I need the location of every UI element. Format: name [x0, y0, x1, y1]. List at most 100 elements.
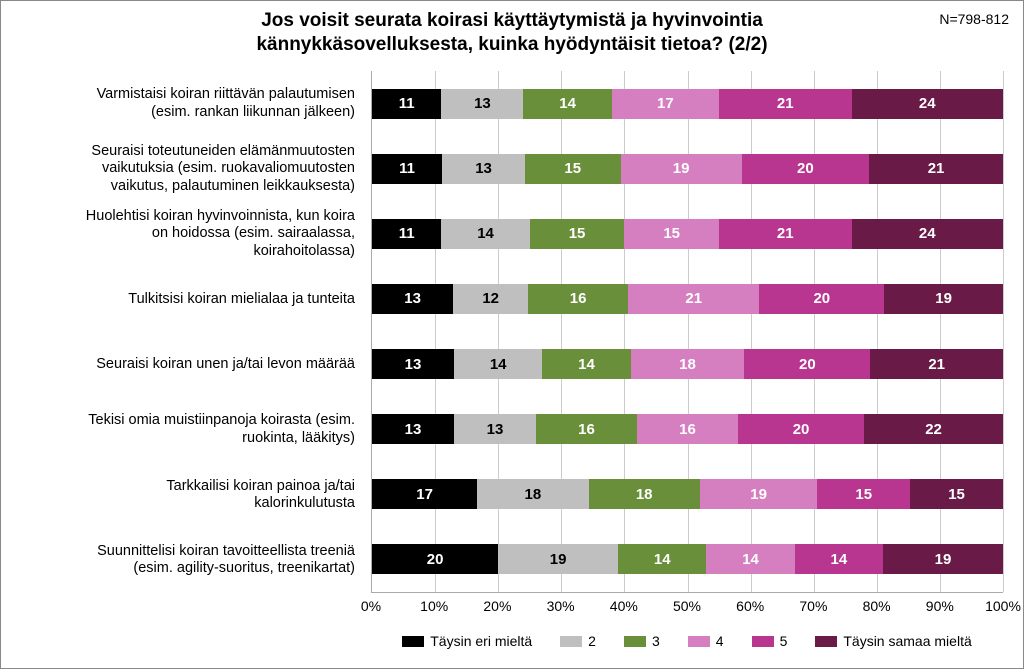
chart-container: Jos voisit seurata koirasi käyttäytymist… [0, 0, 1024, 669]
bar-segment: 16 [637, 414, 738, 444]
bar-segment: 13 [442, 154, 525, 184]
bar-segment: 14 [706, 544, 794, 574]
bar-segment: 19 [498, 544, 618, 574]
legend-item: 5 [752, 633, 788, 649]
bar-segment: 16 [536, 414, 637, 444]
legend-label: 2 [588, 633, 596, 649]
bar-segment: 11 [372, 89, 441, 119]
gridline [498, 71, 499, 592]
bar-segment: 14 [441, 219, 529, 249]
bar-segment: 13 [441, 89, 523, 119]
bar-segment: 22 [864, 414, 1003, 444]
legend-item: 4 [688, 633, 724, 649]
bar-segment: 15 [624, 219, 719, 249]
gridline [561, 71, 562, 592]
bar-segment: 19 [883, 544, 1003, 574]
bar-row: 131414182021 [372, 349, 1003, 379]
bar-segment: 11 [372, 219, 441, 249]
bar-segment: 14 [618, 544, 706, 574]
gridline [877, 71, 878, 592]
x-tick-label: 0% [361, 598, 381, 614]
legend-swatch [688, 636, 710, 647]
gridline [751, 71, 752, 592]
x-axis: 0%10%20%30%40%50%60%70%80%90%100% [371, 598, 1003, 618]
x-tick-label: 70% [799, 598, 827, 614]
bar-row: 131216212019 [372, 284, 1003, 314]
chart-title: Jos voisit seurata koirasi käyttäytymist… [1, 9, 1023, 57]
legend-swatch [402, 636, 424, 647]
legend-swatch [815, 636, 837, 647]
legend-label: Täysin eri mieltä [430, 633, 532, 649]
legend-swatch [752, 636, 774, 647]
bar-segment: 16 [528, 284, 628, 314]
bar-segment: 15 [525, 154, 621, 184]
bar-row: 111315192021 [372, 154, 1003, 184]
title-area: Jos voisit seurata koirasi käyttäytymist… [1, 9, 1023, 57]
legend-swatch [624, 636, 646, 647]
bar-segment: 19 [884, 284, 1003, 314]
legend-label: 3 [652, 633, 660, 649]
bar-segment: 14 [542, 349, 630, 379]
legend: Täysin eri mieltä 2 3 4 5 Täysin samaa mieltä [371, 622, 1003, 660]
bar-segment: 20 [744, 349, 870, 379]
x-tick-label: 60% [736, 598, 764, 614]
bar-segment: 18 [477, 479, 588, 509]
gridline [814, 71, 815, 592]
y-axis-label: Huolehtisi koiran hyvinvoinnista, kun ko… [1, 219, 363, 249]
bar-segment: 17 [372, 479, 477, 509]
legend-item: 2 [560, 633, 596, 649]
y-axis-label: Seuraisi toteutuneiden elämänmuutostenva… [1, 154, 363, 184]
bar-row: 201914141419 [372, 544, 1003, 574]
bar-segment: 21 [869, 154, 1003, 184]
bar-segment: 24 [852, 219, 1003, 249]
bar-segment: 13 [454, 414, 536, 444]
bar-segment: 19 [621, 154, 742, 184]
n-label: N=798-812 [939, 11, 1009, 27]
title-line-1: Jos voisit seurata koirasi käyttäytymist… [261, 10, 763, 31]
y-axis-labels: Varmistaisi koiran riittävän palautumise… [1, 71, 363, 593]
bar-row: 111314172124 [372, 89, 1003, 119]
bar-segment: 15 [817, 479, 910, 509]
x-tick-label: 50% [673, 598, 701, 614]
legend-swatch [560, 636, 582, 647]
bar-segment: 21 [870, 349, 1003, 379]
bar-segment: 19 [700, 479, 818, 509]
bar-segment: 21 [719, 219, 852, 249]
legend-label: 4 [716, 633, 724, 649]
y-axis-label: Varmistaisi koiran riittävän palautumise… [1, 89, 363, 119]
gridline [688, 71, 689, 592]
gridline [1003, 71, 1004, 592]
bar-segment: 14 [795, 544, 883, 574]
legend-label: Täysin samaa mieltä [843, 633, 971, 649]
bar-segment: 15 [530, 219, 625, 249]
y-axis-label: Seuraisi koiran unen ja/tai levon määrää [1, 350, 363, 380]
bar-segment: 17 [612, 89, 719, 119]
y-axis-label: Tekisi omia muistiinpanoja koirasta (esi… [1, 415, 363, 445]
bar-segment: 21 [628, 284, 759, 314]
bar-row: 111415152124 [372, 219, 1003, 249]
x-tick-label: 40% [610, 598, 638, 614]
legend-label: 5 [780, 633, 788, 649]
bar-segment: 18 [589, 479, 700, 509]
legend-item: 3 [624, 633, 660, 649]
gridline [940, 71, 941, 592]
bar-segment: 11 [372, 154, 442, 184]
bar-segment: 18 [631, 349, 745, 379]
gridline [624, 71, 625, 592]
gridline [435, 71, 436, 592]
bar-row: 131316162022 [372, 414, 1003, 444]
x-tick-label: 100% [985, 598, 1021, 614]
bar-segment: 20 [742, 154, 869, 184]
bar-segment: 21 [719, 89, 852, 119]
x-tick-label: 90% [926, 598, 954, 614]
bar-segment: 20 [372, 544, 498, 574]
y-axis-label: Tulkitsisi koiran mielialaa ja tunteita [1, 284, 363, 314]
x-tick-label: 10% [420, 598, 448, 614]
legend-item: Täysin eri mieltä [402, 633, 532, 649]
bar-segment: 13 [372, 349, 454, 379]
y-axis-label: Suunnittelisi koiran tavoitteellista tre… [1, 545, 363, 575]
bar-segment: 13 [372, 414, 454, 444]
bar-segment: 12 [453, 284, 528, 314]
bar-segment: 13 [372, 284, 453, 314]
bar-segment: 14 [523, 89, 611, 119]
